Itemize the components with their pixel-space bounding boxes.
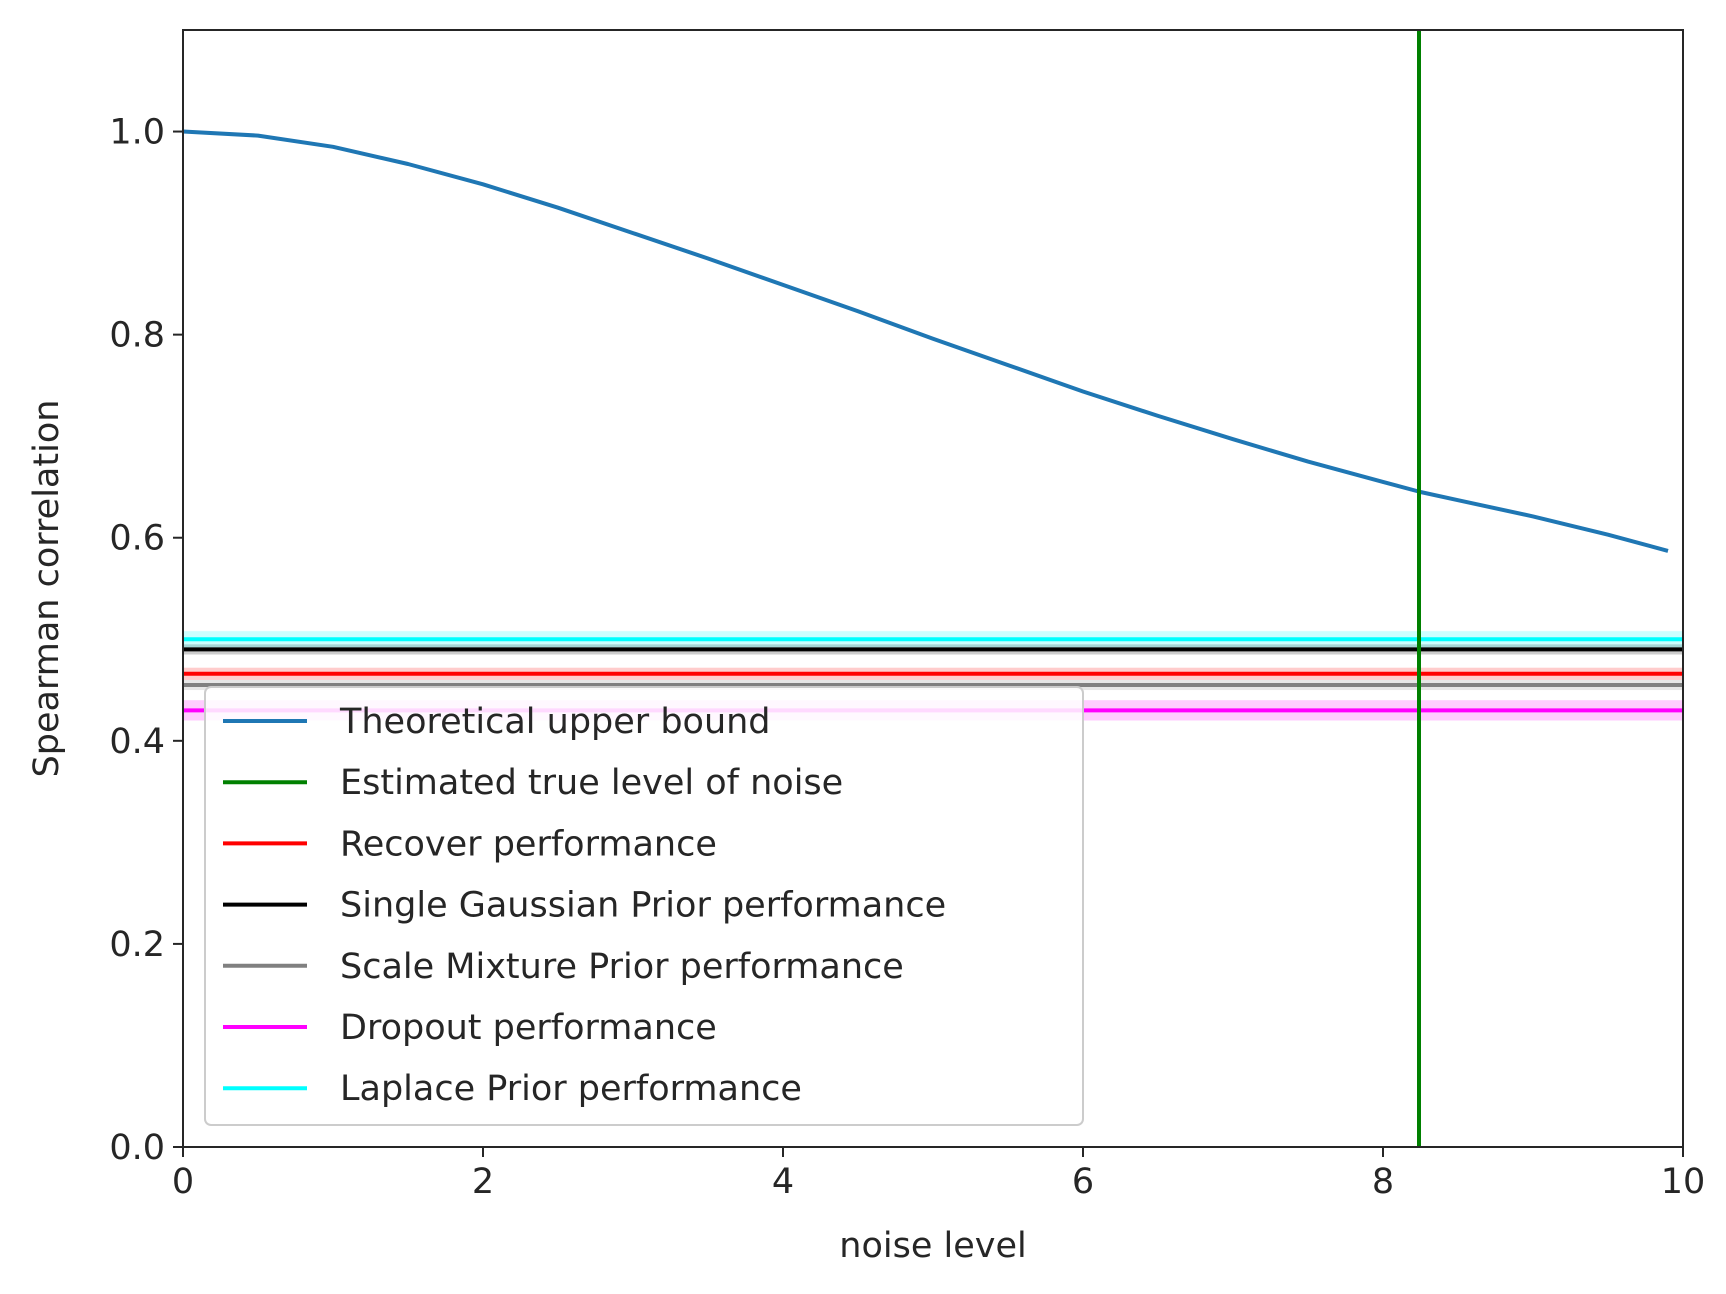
legend-label: Dropout performance	[340, 1008, 717, 1048]
y-tick-label: 0.2	[109, 925, 165, 965]
legend-label: Recover performance	[340, 824, 717, 864]
y-tick-label: 0.0	[109, 1128, 165, 1168]
x-tick-label: 0	[172, 1162, 194, 1202]
legend-box	[204, 686, 1084, 1126]
x-tick-label: 2	[472, 1162, 494, 1202]
x-tick-label: 10	[1661, 1162, 1706, 1202]
theoretical-curve	[182, 129, 1669, 553]
legend-label: Theoretical upper bound	[339, 702, 771, 742]
legend-label: Estimated true level of noise	[340, 763, 843, 803]
x-axis-label: noise level	[839, 1226, 1026, 1266]
y-tick-label: 0.6	[109, 519, 165, 559]
x-axis-ticks: 0 2 4 6 8 10	[172, 1147, 1705, 1202]
theoretical-curve-group	[182, 129, 1669, 553]
legend: Theoretical upper bound Estimated true le…	[204, 686, 1084, 1126]
y-tick-label: 1.0	[109, 113, 165, 153]
y-tick-label: 0.8	[109, 316, 165, 356]
plot-frame	[182, 29, 1684, 1148]
legend-label: Single Gaussian Prior performance	[340, 886, 946, 926]
x-tick-label: 8	[1372, 1162, 1394, 1202]
x-tick-label: 4	[772, 1162, 794, 1202]
legend-label: Scale Mixture Prior performance	[340, 947, 904, 987]
y-axis-label: Spearman correlation	[27, 400, 67, 778]
x-tick-label: 6	[1072, 1162, 1094, 1202]
y-tick-label: 0.4	[109, 722, 165, 762]
legend-label: Laplace Prior performance	[340, 1069, 802, 1109]
y-axis-ticks: 0.0 0.2 0.4 0.6 0.8 1.0	[109, 113, 183, 1168]
